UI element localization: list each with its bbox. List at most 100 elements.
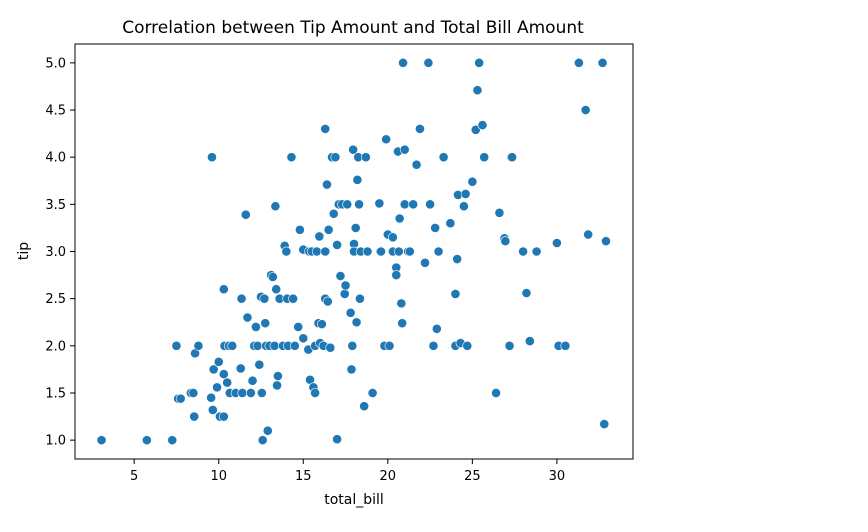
data-point [328,208,339,219]
data-point [332,434,342,445]
data-point [256,388,267,398]
data-point [374,198,385,209]
data-point [462,340,473,351]
data-point [332,239,342,250]
data-point [286,152,297,163]
data-point [252,340,263,351]
data-point [206,392,217,403]
data-point [359,401,370,412]
data-point [235,363,246,374]
data-point [298,333,309,344]
data-point [269,340,280,351]
data-point [381,134,392,145]
x-tick-label: 25 [464,469,481,484]
data-point [245,388,256,398]
y-tick-label: 3.5 [45,198,66,213]
data-point [398,57,408,68]
data-point [267,272,278,282]
data-point [260,318,271,329]
data-point [240,209,251,220]
data-point [281,246,292,257]
data-point [580,105,591,115]
data-point [314,231,325,242]
data-point [322,179,332,190]
data-point [420,257,430,268]
data-point [394,213,405,224]
data-point [271,284,282,295]
data-point [445,218,456,229]
data-point [262,425,273,436]
data-point [236,293,247,304]
data-point [354,199,364,210]
x-tick-label: 5 [130,469,138,484]
data-point [472,85,483,96]
data-points [96,57,611,446]
data-point [367,388,378,398]
data-point [477,120,488,131]
data-point [360,152,371,163]
data-point [207,405,218,415]
y-tick-label: 2.5 [45,292,66,307]
data-point [391,270,402,280]
data-point [171,340,182,351]
data-point [254,359,265,370]
data-point [335,271,346,281]
data-point [500,236,511,247]
data-point [342,199,353,210]
data-point [351,317,362,328]
data-point [310,388,321,398]
data-point [218,284,229,295]
data-point [213,356,224,367]
data-point [479,152,490,163]
data-point [188,388,199,398]
data-point [450,289,461,299]
data-point [251,322,261,332]
data-point [524,336,535,346]
y-tick-label: 1.5 [45,386,66,401]
data-point [384,340,395,351]
y-axis-ticks: 1.0 1.5 2.0 2.5 3.0 3.5 4.0 4.5 5.0 [45,56,75,449]
data-point [237,388,248,398]
data-point [347,340,358,351]
x-tick-label: 20 [380,469,397,484]
data-point [352,174,363,185]
y-tick-label: 4.5 [45,104,66,119]
data-point [452,254,463,264]
data-point [459,201,469,212]
data-point [208,364,219,375]
data-point [289,340,300,351]
y-axis-label: tip [16,242,32,260]
data-point [193,340,204,351]
data-point [393,246,404,257]
data-point [247,375,258,386]
y-tick-label: 1.0 [45,434,66,449]
data-point [340,280,351,291]
data-point [404,246,415,257]
data-point [507,152,517,163]
data-point [189,411,200,422]
y-tick-label: 4.0 [45,151,66,166]
data-point [425,199,435,210]
data-point [222,377,233,388]
data-point [387,232,398,243]
data-point [323,224,334,235]
data-point [316,319,327,330]
plot-area: 5 10 15 20 25 30 1.0 1.5 2.0 2.5 3.0 3.5 4.0 4.5 5.0 [45,43,634,484]
data-point [242,312,253,323]
data-point [355,293,365,304]
data-point [293,322,304,332]
data-point [346,364,357,375]
x-axis-label: total_bill [324,492,384,508]
data-point [212,382,222,393]
data-point [601,236,611,247]
data-point [96,435,107,446]
y-tick-label: 3.0 [45,245,66,260]
data-point [257,435,268,446]
data-point [339,289,350,299]
data-point [430,223,441,233]
data-point [272,380,282,391]
data-point [494,207,505,218]
data-point [438,152,449,163]
y-tick-label: 2.0 [45,339,66,354]
data-point [294,224,305,235]
